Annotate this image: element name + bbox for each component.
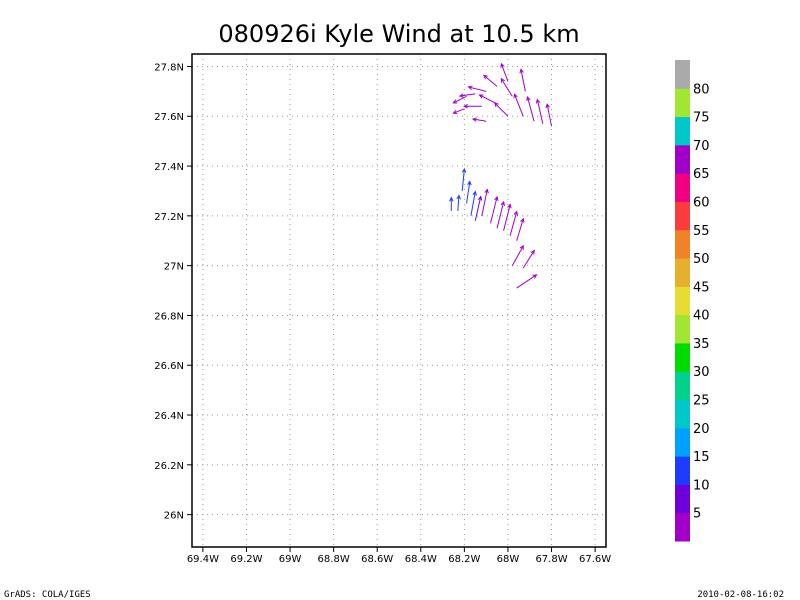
wind-vector <box>452 95 467 104</box>
colorbar-swatch <box>675 173 690 202</box>
x-tick-label: 69.2W <box>230 554 262 565</box>
wind-vector <box>500 62 509 82</box>
wind-vectors <box>449 62 553 289</box>
colorbar-swatch <box>675 371 690 401</box>
colorbar-label: 55 <box>693 224 710 239</box>
colorbar-swatch <box>675 456 690 485</box>
y-tick-label: 26.8N <box>154 311 184 322</box>
wind-vector <box>496 200 506 229</box>
x-tick-label: 69W <box>279 554 302 565</box>
wind-vector <box>474 195 483 221</box>
wind-vector <box>545 103 553 127</box>
colorbar-label: 80 <box>693 82 710 97</box>
wind-vector <box>519 68 526 92</box>
x-tick-label: 68.8W <box>318 554 350 565</box>
wind-vector <box>509 210 519 236</box>
colorbar-swatch <box>675 427 690 457</box>
wind-vector <box>503 203 512 231</box>
colorbar-label: 75 <box>693 111 710 126</box>
footer-right: 2010-02-08-16:02 <box>697 590 784 600</box>
colorbar-label: 50 <box>693 252 710 267</box>
colorbar: 5 10 15 20 25 30 35 40 45 50 55 60 65 70 75 80 <box>675 60 710 542</box>
wind-vector <box>470 190 477 216</box>
y-tick-label: 27.4N <box>154 162 184 173</box>
gridlines <box>192 54 606 547</box>
footer-left: GrADS: COLA/IGES <box>4 590 91 600</box>
wind-vector <box>516 274 538 289</box>
y-tick-label: 27.2N <box>154 212 184 223</box>
colorbar-label: 40 <box>693 309 710 324</box>
wind-vector <box>483 74 498 87</box>
colorbar-label: 30 <box>693 365 710 380</box>
x-axis-ticks: 69.4W 69.2W 69W 68.8W 68.6W 68.4W 68.2W 68W 67.8… <box>187 547 611 565</box>
wind-vector <box>467 85 487 92</box>
colorbar-swatch <box>675 201 690 231</box>
x-tick-label: 68.4W <box>405 554 437 565</box>
chart-title: 080926i Kyle Wind at 10.5 km <box>218 20 579 48</box>
wind-vector <box>481 188 489 216</box>
wind-vector <box>513 93 524 117</box>
colorbar-swatch <box>675 144 690 174</box>
colorbar-swatch <box>675 116 690 146</box>
y-tick-label: 27.6N <box>154 112 184 123</box>
colorbar-swatch <box>675 484 690 514</box>
x-tick-label: 68.6W <box>361 554 393 565</box>
y-axis-ticks: 27.8N 27.6N 27.4N 27.2N 27N 26.8N 26.6N 26.4N 26… <box>154 62 192 522</box>
wind-vector <box>452 108 465 115</box>
colorbar-swatch <box>675 399 690 429</box>
x-tick-label: 67.8W <box>535 554 567 565</box>
wind-vector <box>526 95 535 122</box>
y-tick-label: 26N <box>164 511 184 522</box>
wind-vector <box>449 196 454 211</box>
colorbar-swatch <box>675 314 690 344</box>
y-tick-label: 26.4N <box>154 411 184 422</box>
colorbar-swatch <box>675 286 690 316</box>
x-tick-label: 69.4W <box>187 554 219 565</box>
wind-vector <box>511 244 524 266</box>
wind-vector <box>535 98 544 124</box>
y-tick-label: 26.2N <box>154 461 184 472</box>
colorbar-label: 15 <box>693 450 710 465</box>
colorbar-swatch <box>675 60 690 89</box>
y-tick-label: 26.6N <box>154 361 184 372</box>
colorbar-swatch <box>675 229 690 259</box>
y-tick-label: 27.8N <box>154 62 184 73</box>
colorbar-label: 70 <box>693 139 710 154</box>
wind-vector <box>456 194 461 211</box>
wind-vector <box>522 249 535 269</box>
wind-vector <box>471 117 487 122</box>
wind-vector <box>461 167 467 191</box>
x-tick-label: 68.2W <box>448 554 480 565</box>
wind-vector <box>458 93 476 98</box>
wind-vector <box>516 217 525 241</box>
colorbar-swatch <box>675 342 690 372</box>
x-tick-label: 68W <box>497 554 520 565</box>
wind-vector <box>463 104 482 109</box>
colorbar-swatch <box>675 258 690 287</box>
colorbar-label: 60 <box>693 195 710 210</box>
colorbar-label: 45 <box>693 280 710 295</box>
colorbar-label: 25 <box>693 394 710 409</box>
colorbar-swatch <box>675 88 690 118</box>
x-tick-label: 67.6W <box>579 554 611 565</box>
wind-vector <box>466 180 472 204</box>
colorbar-label: 5 <box>693 507 701 522</box>
wind-vector <box>500 77 513 97</box>
colorbar-swatch <box>675 512 690 542</box>
colorbar-label: 20 <box>693 422 710 437</box>
wind-vector <box>493 102 509 117</box>
colorbar-label: 65 <box>693 167 710 182</box>
wind-vector <box>490 195 499 224</box>
plot-frame <box>191 53 607 548</box>
colorbar-label: 10 <box>693 478 710 493</box>
y-tick-label: 27N <box>164 262 184 273</box>
colorbar-label: 35 <box>693 337 710 352</box>
